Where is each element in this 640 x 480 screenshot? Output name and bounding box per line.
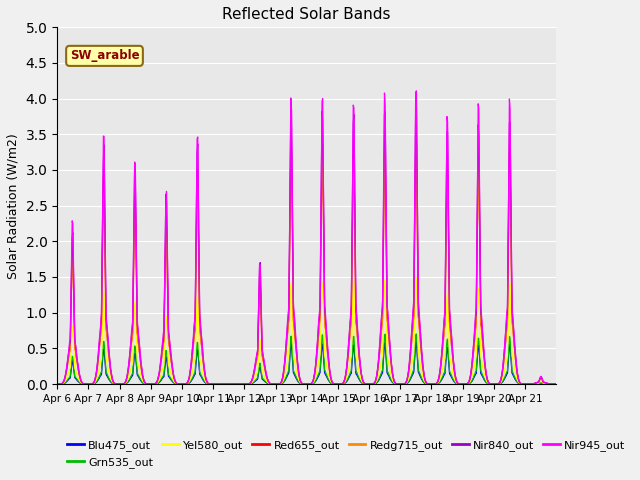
Nir840_out (247, 379, 255, 385)
Nir945_out (552, 381, 560, 387)
Nir945_out (112, 381, 120, 387)
Grn535_out (247, 381, 255, 386)
Red655_out (552, 381, 560, 387)
Y-axis label: Solar Radiation (W/m2): Solar Radiation (W/m2) (7, 133, 20, 278)
Yel580_out (53, 381, 61, 387)
Red655_out (358, 374, 365, 380)
Nir840_out (358, 373, 365, 379)
Blu475_out (386, 375, 394, 381)
Redg715_out (112, 381, 120, 387)
Redg715_out (552, 381, 560, 387)
Yel580_out (112, 381, 120, 387)
Blu475_out (53, 381, 61, 387)
Grn535_out (413, 331, 420, 337)
Yel580_out (386, 365, 394, 371)
Grn535_out (53, 381, 61, 387)
Yel580_out (552, 381, 560, 387)
Red655_out (53, 381, 61, 387)
Yel580_out (247, 380, 255, 386)
Redg715_out (228, 381, 236, 387)
Redg715_out (247, 379, 255, 385)
Red655_out (386, 346, 394, 351)
Blu475_out (204, 381, 211, 387)
Nir840_out (204, 380, 211, 385)
Blu475_out (358, 380, 365, 385)
Yel580_out (204, 381, 211, 386)
Nir840_out (53, 381, 61, 387)
Line: Red655_out: Red655_out (57, 136, 556, 384)
Redg715_out (358, 377, 366, 383)
Blu475_out (413, 339, 420, 345)
Nir840_out (228, 381, 236, 387)
Grn535_out (358, 380, 365, 385)
Grn535_out (228, 381, 236, 387)
Nir945_out (53, 381, 61, 387)
Grn535_out (204, 381, 211, 387)
Red655_out (228, 381, 236, 387)
Grn535_out (386, 373, 394, 379)
Red655_out (413, 133, 420, 139)
Nir945_out (358, 373, 365, 379)
Nir840_out (112, 381, 120, 387)
Line: Yel580_out: Yel580_out (57, 277, 556, 384)
Title: Reflected Solar Bands: Reflected Solar Bands (223, 7, 391, 22)
Grn535_out (112, 381, 120, 387)
Nir945_out (247, 379, 255, 384)
Line: Blu475_out: Blu475_out (57, 342, 556, 384)
Text: SW_arable: SW_arable (70, 49, 140, 62)
Legend: Blu475_out, Grn535_out, Yel580_out, Red655_out, Redg715_out, Nir840_out, Nir945_: Blu475_out, Grn535_out, Yel580_out, Red6… (63, 436, 630, 472)
Line: Nir945_out: Nir945_out (57, 91, 556, 384)
Line: Redg715_out: Redg715_out (57, 145, 556, 384)
Nir840_out (413, 97, 420, 103)
Yel580_out (358, 378, 365, 384)
Blu475_out (247, 381, 255, 386)
Nir945_out (386, 338, 394, 344)
Blu475_out (112, 381, 120, 387)
Redg715_out (53, 381, 61, 387)
Nir840_out (552, 381, 560, 387)
Red655_out (204, 380, 211, 386)
Line: Grn535_out: Grn535_out (57, 334, 556, 384)
Redg715_out (319, 142, 326, 148)
Nir945_out (413, 88, 420, 94)
Red655_out (247, 379, 255, 385)
Redg715_out (387, 353, 394, 359)
Red655_out (112, 381, 120, 387)
Nir840_out (386, 340, 394, 346)
Redg715_out (204, 380, 211, 386)
Grn535_out (552, 381, 560, 387)
Blu475_out (228, 381, 236, 387)
Yel580_out (412, 274, 420, 280)
Nir945_out (204, 380, 211, 385)
Nir945_out (228, 381, 236, 387)
Line: Nir840_out: Nir840_out (57, 100, 556, 384)
Blu475_out (552, 381, 560, 387)
Yel580_out (228, 381, 236, 387)
